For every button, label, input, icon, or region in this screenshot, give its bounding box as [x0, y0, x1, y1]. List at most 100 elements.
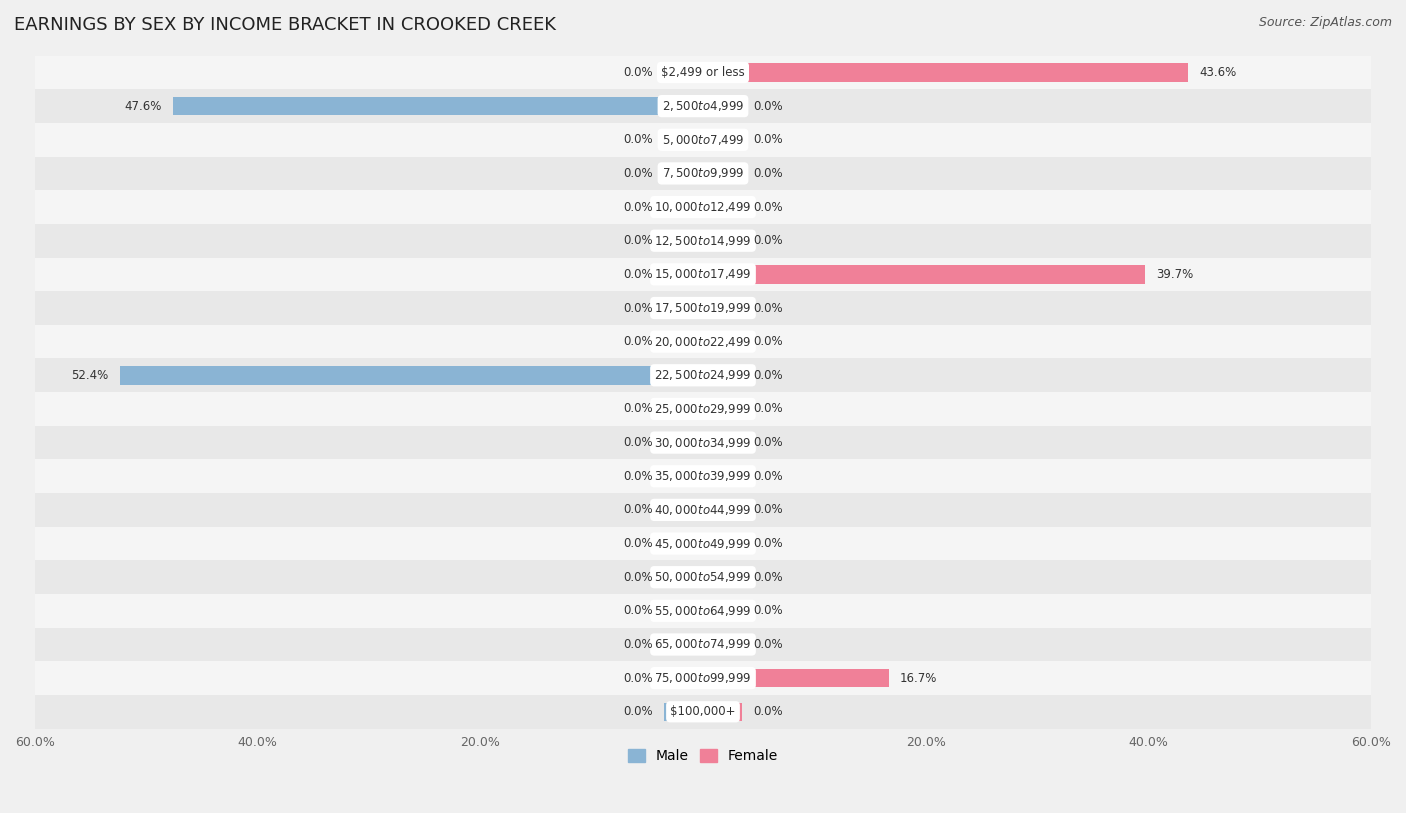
- Bar: [664, 669, 703, 687]
- Bar: [35, 661, 1371, 695]
- Bar: [664, 198, 703, 216]
- Text: 0.0%: 0.0%: [623, 436, 652, 449]
- Text: 0.0%: 0.0%: [754, 335, 783, 348]
- Bar: [703, 635, 742, 654]
- Bar: [664, 433, 703, 452]
- Text: 43.6%: 43.6%: [1199, 66, 1237, 79]
- Bar: [703, 400, 742, 418]
- Text: $2,500 to $4,999: $2,500 to $4,999: [662, 99, 744, 113]
- Bar: [35, 695, 1371, 728]
- Bar: [703, 602, 742, 620]
- Bar: [664, 568, 703, 586]
- Bar: [35, 224, 1371, 258]
- Text: 0.0%: 0.0%: [754, 706, 783, 718]
- Text: 0.0%: 0.0%: [754, 302, 783, 315]
- Bar: [703, 298, 742, 317]
- Text: 0.0%: 0.0%: [754, 638, 783, 651]
- Text: 0.0%: 0.0%: [623, 133, 652, 146]
- Legend: Male, Female: Male, Female: [623, 744, 783, 769]
- Bar: [664, 702, 703, 721]
- Text: $15,000 to $17,499: $15,000 to $17,499: [654, 267, 752, 281]
- Text: 0.0%: 0.0%: [754, 369, 783, 382]
- Bar: [35, 493, 1371, 527]
- Text: $50,000 to $54,999: $50,000 to $54,999: [654, 570, 752, 585]
- Bar: [664, 534, 703, 553]
- Text: $22,500 to $24,999: $22,500 to $24,999: [654, 368, 752, 382]
- Text: $55,000 to $64,999: $55,000 to $64,999: [654, 604, 752, 618]
- Text: 52.4%: 52.4%: [72, 369, 108, 382]
- Text: 39.7%: 39.7%: [1156, 267, 1194, 280]
- Bar: [664, 400, 703, 418]
- Text: 0.0%: 0.0%: [623, 335, 652, 348]
- Text: 0.0%: 0.0%: [754, 537, 783, 550]
- Bar: [703, 232, 742, 250]
- Bar: [703, 702, 742, 721]
- Bar: [703, 97, 742, 115]
- Bar: [703, 164, 742, 183]
- Text: 0.0%: 0.0%: [623, 672, 652, 685]
- Text: 0.0%: 0.0%: [623, 234, 652, 247]
- Bar: [173, 97, 703, 115]
- Bar: [664, 333, 703, 351]
- Bar: [35, 628, 1371, 661]
- Text: 0.0%: 0.0%: [754, 234, 783, 247]
- Bar: [35, 123, 1371, 157]
- Bar: [703, 63, 1188, 82]
- Text: $10,000 to $12,499: $10,000 to $12,499: [654, 200, 752, 214]
- Bar: [664, 298, 703, 317]
- Text: 0.0%: 0.0%: [623, 402, 652, 415]
- Bar: [35, 392, 1371, 426]
- Bar: [664, 164, 703, 183]
- Bar: [703, 433, 742, 452]
- Bar: [35, 291, 1371, 325]
- Text: 0.0%: 0.0%: [754, 402, 783, 415]
- Text: $65,000 to $74,999: $65,000 to $74,999: [654, 637, 752, 651]
- Text: $75,000 to $99,999: $75,000 to $99,999: [654, 672, 752, 685]
- Bar: [35, 594, 1371, 628]
- Bar: [703, 534, 742, 553]
- Text: 0.0%: 0.0%: [623, 638, 652, 651]
- Text: 0.0%: 0.0%: [623, 537, 652, 550]
- Text: 0.0%: 0.0%: [623, 470, 652, 483]
- Text: 0.0%: 0.0%: [754, 100, 783, 113]
- Bar: [703, 265, 1144, 284]
- Text: 0.0%: 0.0%: [623, 66, 652, 79]
- Text: $40,000 to $44,999: $40,000 to $44,999: [654, 503, 752, 517]
- Bar: [703, 131, 742, 149]
- Text: 0.0%: 0.0%: [623, 571, 652, 584]
- Text: Source: ZipAtlas.com: Source: ZipAtlas.com: [1258, 16, 1392, 29]
- Bar: [35, 157, 1371, 190]
- Text: 16.7%: 16.7%: [900, 672, 938, 685]
- Bar: [664, 501, 703, 520]
- Bar: [35, 258, 1371, 291]
- Bar: [703, 501, 742, 520]
- Bar: [35, 325, 1371, 359]
- Text: $17,500 to $19,999: $17,500 to $19,999: [654, 301, 752, 315]
- Text: 0.0%: 0.0%: [623, 201, 652, 214]
- Text: $7,500 to $9,999: $7,500 to $9,999: [662, 167, 744, 180]
- Bar: [35, 459, 1371, 493]
- Bar: [35, 89, 1371, 123]
- Text: EARNINGS BY SEX BY INCOME BRACKET IN CROOKED CREEK: EARNINGS BY SEX BY INCOME BRACKET IN CRO…: [14, 16, 555, 34]
- Bar: [35, 359, 1371, 392]
- Text: $20,000 to $22,499: $20,000 to $22,499: [654, 335, 752, 349]
- Text: 0.0%: 0.0%: [754, 470, 783, 483]
- Bar: [664, 602, 703, 620]
- Text: $100,000+: $100,000+: [671, 706, 735, 718]
- Text: 0.0%: 0.0%: [754, 503, 783, 516]
- Bar: [703, 366, 742, 385]
- Bar: [35, 426, 1371, 459]
- Text: $45,000 to $49,999: $45,000 to $49,999: [654, 537, 752, 550]
- Bar: [120, 366, 703, 385]
- Bar: [35, 190, 1371, 224]
- Text: 0.0%: 0.0%: [623, 604, 652, 617]
- Text: 0.0%: 0.0%: [623, 167, 652, 180]
- Text: 0.0%: 0.0%: [623, 267, 652, 280]
- Text: 0.0%: 0.0%: [754, 201, 783, 214]
- Text: 0.0%: 0.0%: [754, 133, 783, 146]
- Text: $5,000 to $7,499: $5,000 to $7,499: [662, 133, 744, 147]
- Text: $12,500 to $14,999: $12,500 to $14,999: [654, 233, 752, 248]
- Bar: [703, 568, 742, 586]
- Text: $30,000 to $34,999: $30,000 to $34,999: [654, 436, 752, 450]
- Text: $25,000 to $29,999: $25,000 to $29,999: [654, 402, 752, 416]
